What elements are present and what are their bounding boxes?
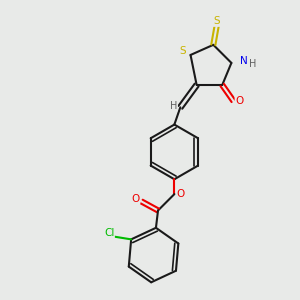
Text: S: S bbox=[180, 46, 186, 56]
Text: O: O bbox=[177, 189, 185, 199]
Text: H: H bbox=[249, 58, 256, 68]
Text: N: N bbox=[240, 56, 248, 66]
Text: O: O bbox=[235, 96, 243, 106]
Text: O: O bbox=[132, 194, 140, 204]
Text: S: S bbox=[213, 16, 220, 26]
Text: H: H bbox=[170, 101, 178, 111]
Text: Cl: Cl bbox=[104, 228, 114, 238]
